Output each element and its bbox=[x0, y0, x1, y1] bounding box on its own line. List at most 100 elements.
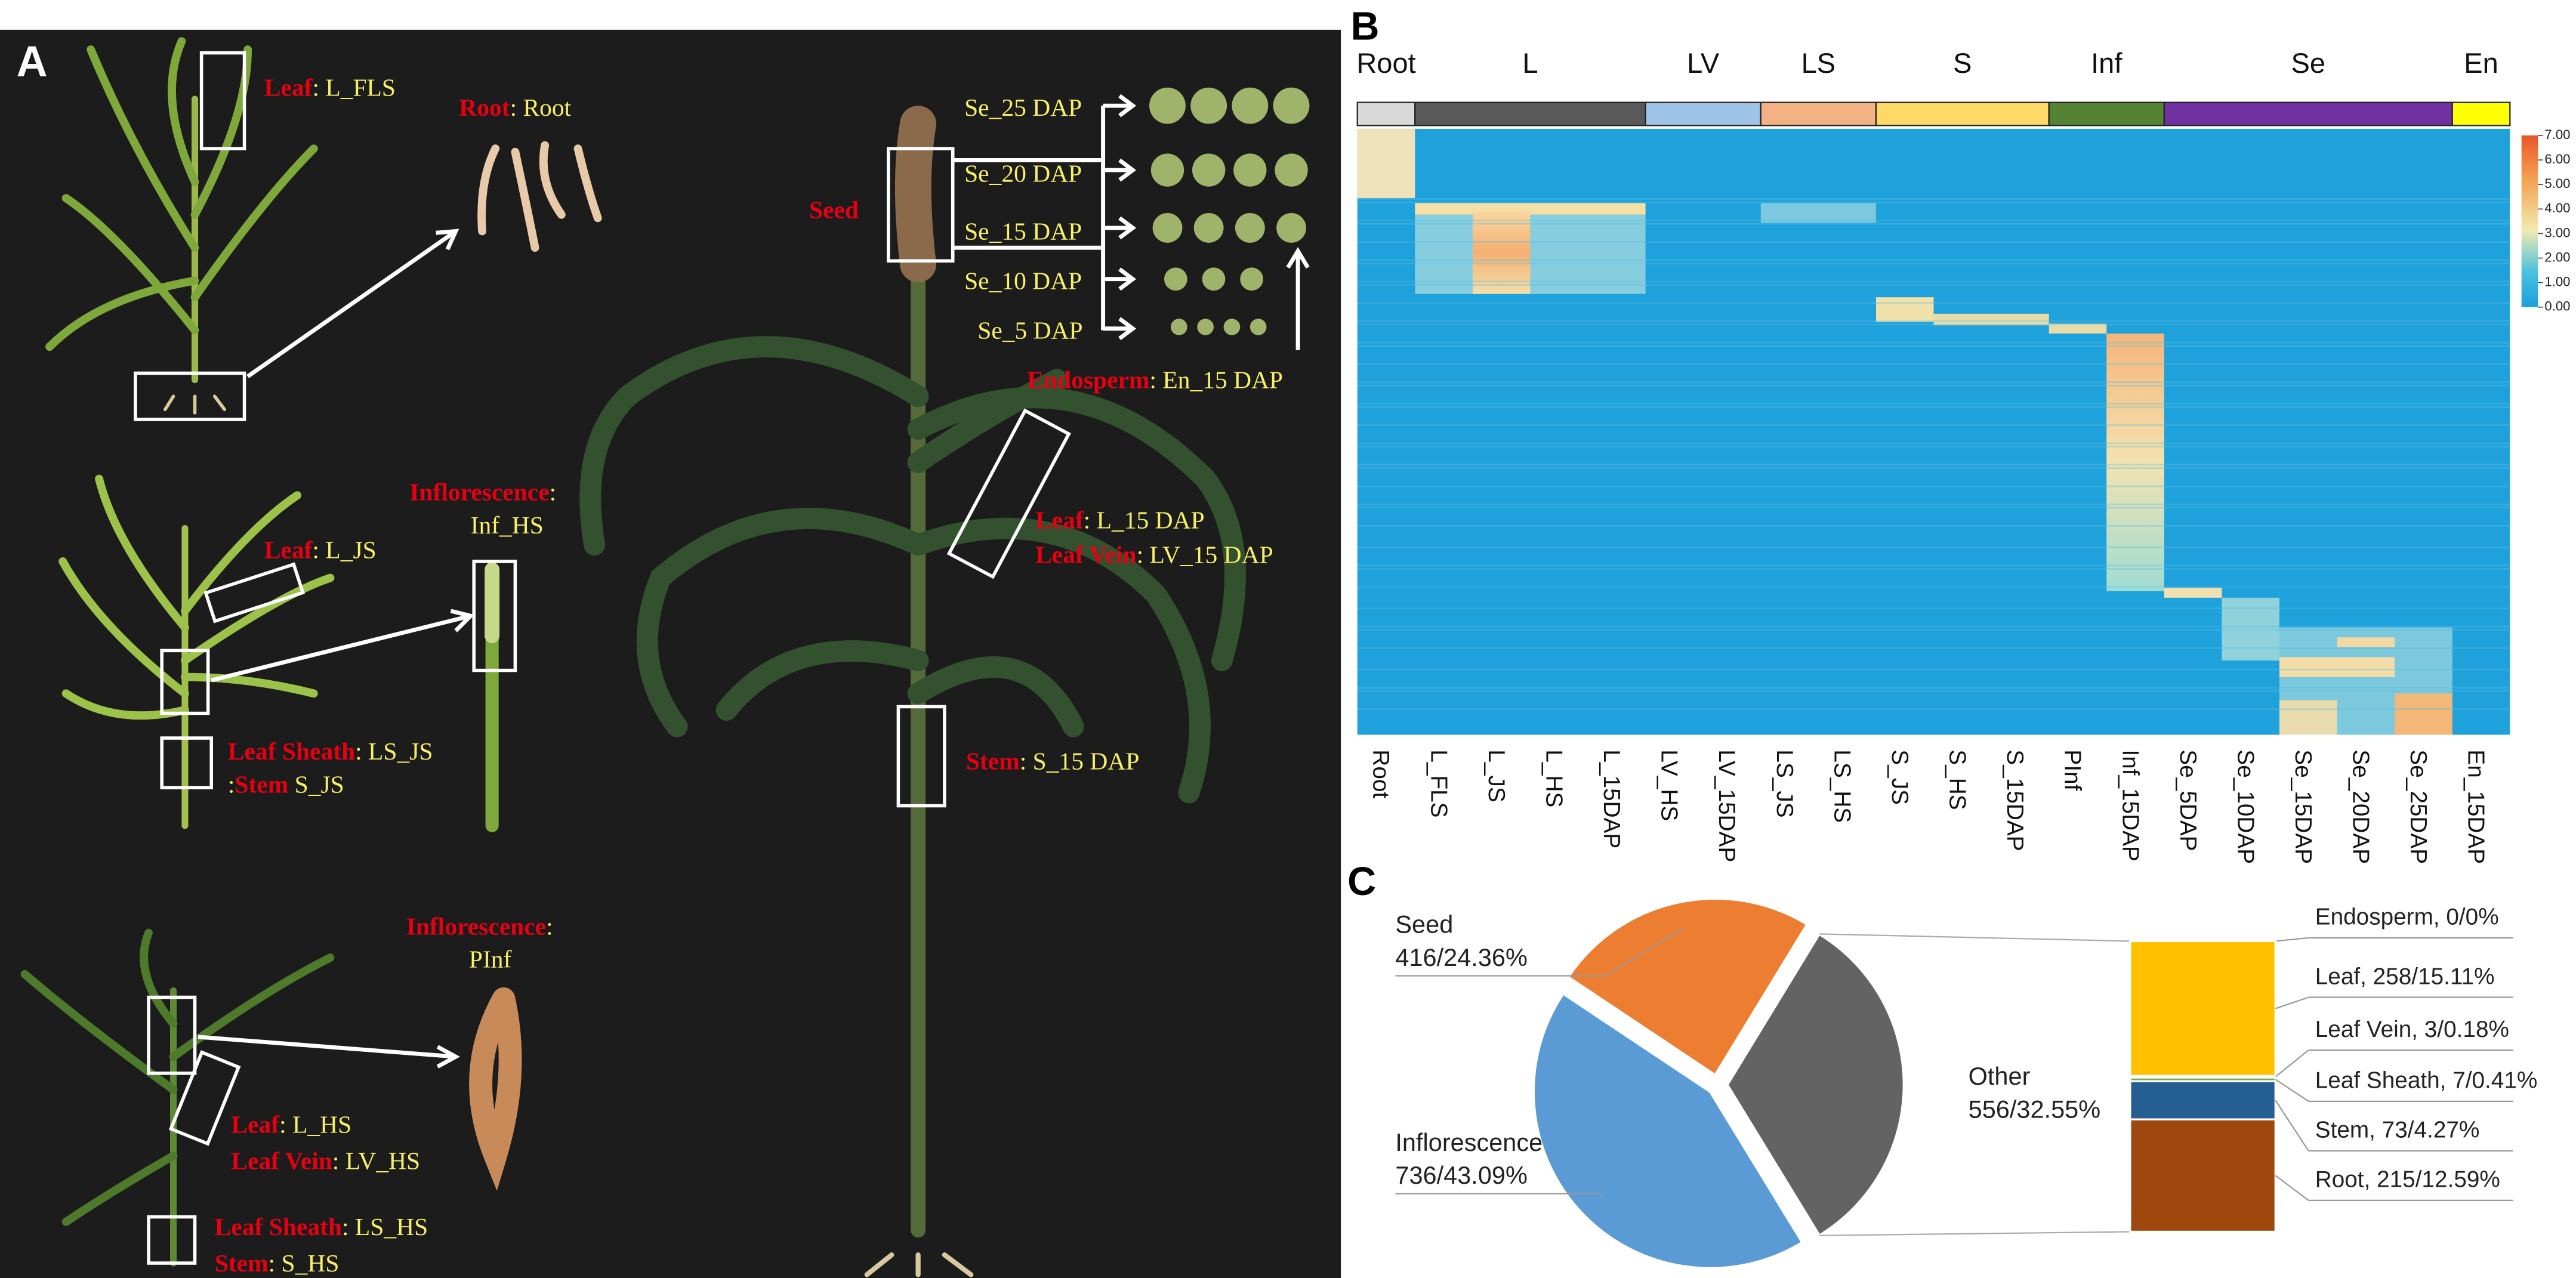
sample-label: L_JS bbox=[1483, 749, 1509, 802]
annotation: Stem: S_HS bbox=[215, 1249, 340, 1277]
heatmap-stripe bbox=[1357, 201, 2510, 203]
panel-label: A bbox=[17, 38, 48, 85]
annotation: Leaf: L_15 DAP bbox=[1035, 507, 1205, 534]
heatmap-stripe bbox=[1357, 446, 2510, 447]
annotation-part: : L_15 DAP bbox=[1084, 507, 1205, 534]
annotation: Leaf Sheath: LS_JS bbox=[228, 737, 433, 765]
group-bar bbox=[1414, 101, 1646, 126]
annotation-part: Leaf Vein bbox=[231, 1147, 332, 1174]
heatmap-stripe bbox=[1357, 220, 2510, 221]
heatmap-cluster bbox=[2049, 323, 2107, 334]
annotation: Endosperm: En_15 DAP bbox=[1027, 366, 1283, 393]
group-bar bbox=[1645, 101, 1761, 126]
heatmap-cluster bbox=[1933, 313, 2049, 326]
annotation: Root: Root bbox=[459, 94, 571, 121]
sample-label: En_15DAP bbox=[2463, 749, 2489, 864]
annotation: Leaf: L_FLS bbox=[264, 74, 396, 101]
annotation-part: Inflorescence bbox=[409, 479, 549, 506]
breakdown-label: Stem, 73/4.27% bbox=[2315, 1118, 2480, 1143]
heatmap-cluster bbox=[2337, 637, 2395, 647]
heatmap-cluster bbox=[2279, 700, 2337, 735]
group-label: En bbox=[2464, 47, 2498, 79]
heatmap-stripe bbox=[1357, 586, 2510, 588]
sample-label: S_JS bbox=[1887, 749, 1912, 805]
breakdown-leader bbox=[2275, 937, 2309, 942]
heatmap-stripe bbox=[1357, 687, 2510, 689]
breakdown-leader bbox=[2275, 1175, 2309, 1201]
annotation-part: : En_15 DAP bbox=[1149, 366, 1283, 393]
annotation-part: Se_25 DAP bbox=[964, 94, 1082, 121]
annotation-part: : S_HS bbox=[269, 1249, 340, 1277]
colorbar bbox=[2521, 135, 2538, 307]
heatmap-stripe bbox=[1357, 467, 2510, 469]
sample-label: Inf_15DAP bbox=[2117, 749, 2143, 861]
heatmap-stripe bbox=[1357, 708, 2510, 710]
sample-label: Root bbox=[1368, 749, 1394, 798]
annotation: Leaf Vein: LV_HS bbox=[231, 1147, 420, 1174]
annotation: :Stem S_JS bbox=[228, 770, 344, 798]
breakdown-label: Leaf Sheath, 7/0.41% bbox=[2315, 1068, 2538, 1094]
heatmap-cluster bbox=[1472, 211, 1531, 294]
heatmap-stripe bbox=[1357, 442, 2510, 444]
annotation-part: : bbox=[550, 479, 557, 506]
annotation: Leaf Vein: LV_15 DAP bbox=[1035, 541, 1273, 569]
breakdown-leader bbox=[2275, 1100, 2309, 1152]
annotation-part: : L_JS bbox=[312, 536, 376, 563]
pie-value-label: 416/24.36% bbox=[1395, 943, 1528, 971]
breakdown-label: Leaf Vein, 3/0.18% bbox=[2315, 1017, 2509, 1042]
group-bar bbox=[2048, 101, 2165, 126]
annotation: Leaf: L_HS bbox=[231, 1110, 351, 1138]
breakdown-segment bbox=[2129, 1080, 2277, 1120]
heatmap-cluster bbox=[1760, 203, 1876, 223]
panel-label: C bbox=[1347, 860, 1376, 904]
group-label: LS bbox=[1801, 47, 1836, 79]
sample-label: L_15DAP bbox=[1599, 749, 1624, 848]
sample-label: L_FLS bbox=[1426, 749, 1451, 817]
annotation-part: : LS_JS bbox=[355, 737, 433, 765]
annotation: Leaf: L_JS bbox=[264, 536, 377, 563]
group-label: Se bbox=[2291, 47, 2326, 79]
heatmap-stripe bbox=[1357, 507, 2510, 509]
breakdown-label: Endosperm, 0/0% bbox=[2315, 905, 2499, 930]
sample-label: Se_20DAP bbox=[2348, 749, 2374, 864]
annotation-part: Se_20 DAP bbox=[964, 159, 1082, 187]
photo-background bbox=[0, 29, 1341, 1278]
heatmap-stripe bbox=[1357, 363, 2510, 365]
annotation-part: Leaf Vein bbox=[1035, 541, 1137, 569]
breakdown-label: Leaf, 258/15.11% bbox=[2315, 964, 2495, 989]
heatmap-cluster bbox=[1875, 297, 1934, 322]
heatmap-stripe bbox=[1357, 568, 2510, 570]
heatmap-stripe bbox=[1357, 668, 2510, 671]
group-bar bbox=[1875, 101, 2050, 126]
pie-label: Seed bbox=[1395, 910, 1453, 939]
group-label: Inf bbox=[2091, 47, 2122, 79]
annotation-part: : LS_HS bbox=[342, 1213, 428, 1240]
plant-illustrations bbox=[20, 37, 1310, 1277]
annotation-part: Leaf bbox=[264, 536, 313, 563]
heatmap-stripe bbox=[1357, 485, 2510, 487]
sample-label: PInf bbox=[2060, 749, 2086, 791]
colorbar-tick-label: 1.00 bbox=[2544, 274, 2570, 289]
group-bar bbox=[2451, 101, 2511, 126]
sample-label: LS_HS bbox=[1829, 749, 1855, 823]
heatmap-stripe bbox=[1357, 504, 2510, 505]
annotation: PInf bbox=[469, 946, 512, 973]
group-label: S bbox=[1953, 47, 1972, 79]
annotation-part: : S_15 DAP bbox=[1020, 748, 1140, 775]
annotation: Stem: S_15 DAP bbox=[966, 748, 1140, 775]
annotation: Inflorescence: bbox=[409, 479, 556, 506]
colorbar-tick-label: 3.00 bbox=[2544, 225, 2570, 240]
breakdown-leader bbox=[2275, 1049, 2309, 1078]
heatmap-stripe bbox=[1357, 406, 2510, 408]
pie-leader bbox=[1605, 928, 1683, 977]
annotation: Se_10 DAP bbox=[964, 267, 1082, 294]
breakdown-label: Root, 215/12.59% bbox=[2315, 1167, 2500, 1193]
annotation-part: Leaf bbox=[264, 74, 313, 101]
breakdown-segment bbox=[2129, 940, 2277, 1078]
annotation-part: : bbox=[228, 770, 235, 798]
annotation-part: Inf_HS bbox=[471, 511, 544, 539]
annotation-part: : LV_15 DAP bbox=[1137, 541, 1273, 569]
highlight-boxes bbox=[134, 51, 1071, 1265]
annotation-part: Stem bbox=[966, 748, 1020, 775]
